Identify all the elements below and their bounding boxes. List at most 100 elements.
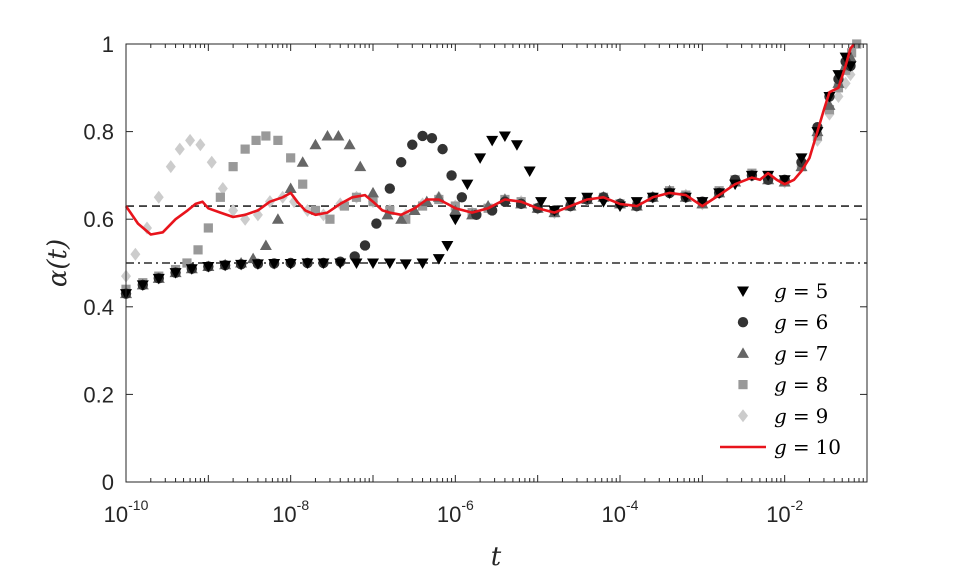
data-point bbox=[395, 213, 408, 224]
data-point bbox=[359, 240, 371, 251]
data-point bbox=[310, 205, 321, 216]
data-point bbox=[240, 144, 250, 154]
data-point bbox=[325, 214, 335, 224]
data-point bbox=[745, 170, 758, 182]
data-point bbox=[823, 92, 836, 103]
y-tick-label: 0.6 bbox=[83, 207, 114, 232]
data-point bbox=[259, 239, 272, 250]
data-point bbox=[510, 140, 523, 151]
legend-swatch bbox=[738, 409, 748, 423]
data-point bbox=[461, 179, 474, 191]
y-axis-label: α(t) bbox=[43, 239, 73, 287]
data-point bbox=[498, 131, 511, 142]
data-point bbox=[437, 143, 448, 155]
legend-label: g = 7 bbox=[774, 341, 828, 365]
data-point bbox=[778, 175, 791, 186]
data-point bbox=[339, 201, 350, 211]
legend-swatch bbox=[737, 317, 749, 328]
data-point bbox=[343, 138, 356, 150]
data-point bbox=[399, 259, 412, 270]
series-5 bbox=[124, 43, 856, 236]
y-tick-label: 0.2 bbox=[83, 382, 114, 407]
data-point bbox=[371, 218, 382, 229]
data-point bbox=[795, 153, 808, 164]
legend-swatch bbox=[737, 347, 749, 358]
data-point bbox=[130, 247, 141, 261]
data-point bbox=[401, 214, 411, 224]
data-point bbox=[417, 130, 428, 142]
data-point bbox=[152, 273, 165, 285]
data-point bbox=[286, 153, 296, 163]
data-point bbox=[174, 142, 185, 156]
data-point bbox=[301, 258, 314, 269]
data-point bbox=[321, 129, 334, 141]
data-point bbox=[298, 179, 308, 189]
x-tick-label: 10-8 bbox=[272, 497, 309, 527]
data-point bbox=[296, 156, 309, 167]
data-point bbox=[219, 260, 232, 272]
data-point bbox=[449, 214, 462, 226]
legend-label: g = 6 bbox=[774, 310, 828, 334]
data-point bbox=[271, 213, 284, 224]
data-point bbox=[217, 182, 228, 196]
y-tick-label: 0.4 bbox=[83, 295, 114, 320]
x-tick-label: 10-4 bbox=[602, 497, 639, 527]
data-point bbox=[474, 153, 487, 164]
data-point bbox=[215, 192, 225, 202]
data-point bbox=[381, 208, 394, 220]
y-tick-label: 1 bbox=[102, 32, 114, 57]
data-point bbox=[762, 170, 775, 182]
data-point bbox=[261, 131, 271, 141]
data-point bbox=[446, 170, 457, 181]
data-point bbox=[846, 48, 857, 58]
data-point bbox=[228, 162, 238, 172]
data-point bbox=[193, 245, 203, 255]
legend-swatch bbox=[737, 286, 749, 297]
data-point bbox=[395, 157, 407, 168]
data-point bbox=[228, 203, 239, 217]
data-point bbox=[449, 204, 462, 215]
data-point bbox=[367, 258, 379, 269]
data-point bbox=[383, 258, 396, 269]
data-point bbox=[195, 138, 206, 152]
data-point bbox=[317, 258, 330, 269]
legend: g = 5 g = 6 g = 7 g = 8 g = 9 g = 10 bbox=[720, 279, 841, 459]
data-point bbox=[696, 197, 709, 208]
x-axis-label: t bbox=[491, 542, 502, 572]
ticks-layer: 0 0.2 0.4 0.6 0.8 1 10-10 10-8 10-6 10-4 10-2 bbox=[83, 32, 868, 527]
data-point bbox=[456, 192, 468, 203]
data-point bbox=[407, 139, 418, 150]
data-point bbox=[385, 205, 395, 216]
data-point bbox=[367, 186, 379, 198]
legend-swatch bbox=[738, 380, 748, 390]
data-point bbox=[235, 259, 248, 271]
data-point bbox=[182, 258, 192, 268]
data-point bbox=[416, 258, 429, 269]
x-tick-label: 10-6 bbox=[437, 497, 474, 527]
data-point bbox=[284, 182, 297, 194]
data-point bbox=[251, 259, 264, 270]
data-point bbox=[153, 190, 164, 204]
data-point bbox=[252, 208, 263, 222]
data-point bbox=[165, 160, 176, 174]
y-tick-label: 0 bbox=[102, 470, 114, 495]
data-point bbox=[630, 197, 643, 208]
data-point bbox=[832, 70, 845, 81]
data-point bbox=[441, 240, 454, 252]
reference-lines bbox=[126, 205, 867, 264]
data-point bbox=[273, 135, 283, 145]
legend-item-1: g = 6 bbox=[737, 310, 828, 334]
data-point bbox=[535, 197, 548, 208]
data-point bbox=[486, 135, 499, 147]
data-point bbox=[251, 135, 261, 145]
series-line bbox=[124, 43, 856, 236]
data-point bbox=[206, 155, 217, 169]
data-point bbox=[432, 254, 445, 265]
data-point bbox=[833, 90, 844, 104]
legend-label: g = 5 bbox=[774, 279, 828, 303]
series-layer bbox=[120, 39, 862, 300]
data-point bbox=[284, 258, 297, 270]
legend-item-4: g = 9 bbox=[738, 404, 828, 428]
data-point bbox=[564, 197, 577, 208]
